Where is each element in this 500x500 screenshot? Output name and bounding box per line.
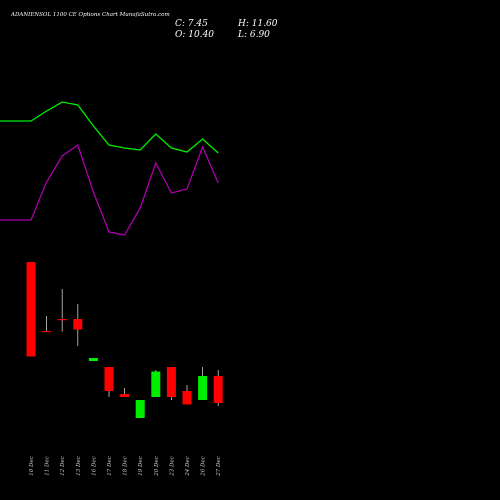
high-value: H: 11.60 — [237, 19, 278, 29]
close-value: C: 7.45 — [175, 19, 208, 29]
candle-body — [42, 331, 52, 333]
candle — [88, 358, 98, 361]
x-tick-label: 13 Dec — [76, 456, 82, 476]
candle — [151, 370, 161, 397]
candle-body — [73, 319, 83, 330]
candles-group — [26, 262, 223, 418]
candle — [213, 370, 223, 406]
x-axis-labels: 10 Dec 11 Dec 12 Dec 13 Dec 16 Dec 17 Dec 18 D… — [29, 456, 222, 477]
candle-body — [198, 376, 208, 400]
candle — [57, 289, 67, 332]
candle — [120, 388, 130, 397]
indicator-lines — [0, 101, 219, 236]
x-tick-label: 24 Dec — [185, 456, 191, 477]
x-tick-label: 20 Dec — [154, 456, 160, 477]
candle — [198, 367, 208, 400]
chart-title: ADANIENSOL 1100 CE Options Chart MunafaS… — [10, 12, 170, 18]
candle-body — [135, 400, 145, 418]
candle-body — [166, 367, 176, 397]
candle — [73, 304, 83, 346]
x-tick-label: 19 Dec — [138, 456, 144, 476]
candle-body — [88, 358, 98, 361]
candle-body — [120, 394, 130, 397]
candle — [135, 400, 145, 418]
x-tick-label: 11 Dec — [45, 456, 51, 476]
candle — [42, 316, 52, 333]
x-tick-label: 12 Dec — [60, 456, 66, 476]
candle-body — [26, 262, 36, 357]
x-tick-label: 16 Dec — [91, 456, 97, 476]
x-tick-label: 18 Dec — [123, 456, 129, 476]
x-tick-label: 27 Dec — [216, 456, 222, 477]
x-tick-label: 23 Dec — [169, 456, 175, 477]
candle-body — [57, 319, 67, 321]
x-tick-label: 10 Dec — [29, 456, 35, 476]
candle — [166, 367, 176, 400]
candle — [104, 367, 114, 397]
candle — [182, 385, 192, 405]
x-tick-label: 26 Dec — [201, 456, 207, 477]
x-tick-label: 17 Dec — [107, 456, 113, 476]
candle-body — [104, 367, 114, 391]
candle-body — [213, 376, 223, 403]
candle-body — [182, 391, 192, 405]
lower-indicator-line — [0, 143, 219, 236]
upper-indicator-line — [0, 101, 219, 154]
open-value: O: 10.40 — [175, 30, 214, 40]
low-value: L: 6.90 — [237, 30, 270, 40]
candle-body — [151, 371, 161, 397]
candle — [26, 262, 36, 357]
